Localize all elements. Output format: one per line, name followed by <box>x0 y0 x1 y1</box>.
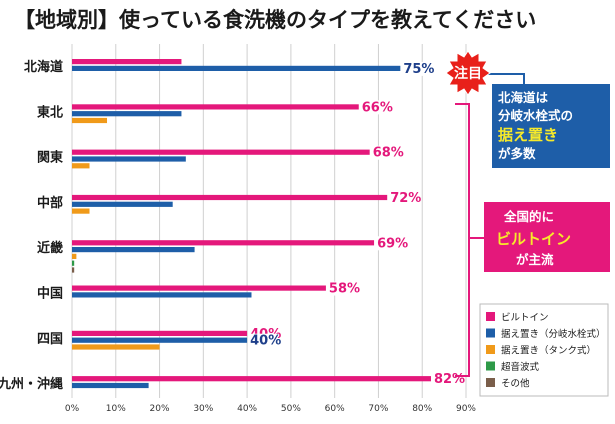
bar <box>72 111 182 117</box>
category-label: 東北 <box>37 104 63 120</box>
x-tick-label: 40% <box>237 404 257 414</box>
national-note: 全国的に ビルトイン が主流 <box>484 202 610 272</box>
bar <box>72 240 375 246</box>
legend-swatch <box>486 378 495 387</box>
data-label-bg <box>401 61 432 76</box>
bar <box>72 337 248 343</box>
data-label: 72% <box>390 191 421 206</box>
data-label: 40% <box>250 334 281 349</box>
data-label: 75% <box>403 62 434 77</box>
bar <box>72 285 326 291</box>
category-label: 中国 <box>37 286 63 302</box>
hokkaido-note-line4: が多数 <box>498 146 536 161</box>
data-label-bg <box>388 191 418 205</box>
data-label: 68% <box>373 146 404 161</box>
grid <box>71 44 467 398</box>
x-tick-label: 10% <box>106 404 126 414</box>
data-label: 66% <box>362 100 393 115</box>
bar <box>72 59 182 65</box>
hokkaido-note-line1: 北海道は <box>498 90 549 105</box>
data-label-bg <box>431 372 462 387</box>
category-label: 近畿 <box>37 240 63 256</box>
legend-swatch <box>486 328 495 338</box>
hokkaido-note: 北海道は 分岐水栓式の 据え置き が多数 <box>492 84 610 168</box>
starburst-shape <box>445 50 491 96</box>
x-tick-label: 30% <box>193 404 213 414</box>
chart-title: 【地域別】使っている食洗機のタイプを教えてください <box>14 8 536 32</box>
x-tick-label: 50% <box>281 404 301 414</box>
national-note-line1: 全国的に <box>503 209 554 224</box>
bar <box>72 117 108 124</box>
bar <box>72 163 90 169</box>
bar <box>72 344 160 350</box>
legend-label: その他 <box>501 378 530 390</box>
bar <box>72 104 359 110</box>
data-label: 82% <box>434 372 465 387</box>
x-tick-label: 80% <box>412 404 432 414</box>
x-tick-label: 70% <box>368 404 388 414</box>
bar <box>72 208 90 214</box>
category-label: 関東 <box>37 150 63 166</box>
bar <box>72 149 370 155</box>
hokkaido-note-highlight: 据え置き <box>498 126 558 144</box>
legend-swatch <box>486 361 495 371</box>
attention-badge: 注目 <box>445 50 491 96</box>
x-tick-labels: 0% 10% 20% 30% 40% 50% 60% 70% 80% 90% <box>65 404 477 414</box>
category-label: 四国 <box>37 332 63 347</box>
data-label: 58% <box>329 282 360 297</box>
bar <box>72 292 252 298</box>
hokkaido-note-line2: 分岐水栓式の <box>498 108 573 123</box>
x-tick-label: 90% <box>456 404 476 414</box>
bar <box>72 253 77 259</box>
category-label: 九州・沖縄 <box>0 376 63 392</box>
national-callout-bracket <box>455 103 484 377</box>
bar <box>72 267 75 273</box>
national-note-box <box>484 202 610 272</box>
data-label-bg <box>375 236 405 251</box>
bar <box>72 156 186 162</box>
national-note-highlight: ビルトイン <box>496 230 571 248</box>
x-tick-label: 0% <box>65 404 80 414</box>
bar <box>72 201 173 207</box>
legend-label: 据え置き（タンク式） <box>501 345 596 357</box>
attention-badge-text: 注目 <box>454 65 482 82</box>
bar <box>72 65 401 71</box>
bar <box>72 382 149 389</box>
legend-label: 超音波式 <box>501 361 540 373</box>
hokkaido-note-box <box>492 84 610 168</box>
hokkaido-callout-connector <box>488 73 525 84</box>
legend-label: ビルトイン <box>501 313 549 324</box>
data-label-bg <box>248 333 278 348</box>
data-labels: 75%66%68%72%69%58%40%40%82% <box>248 61 465 387</box>
data-label-bg <box>370 145 401 160</box>
legend-box <box>479 303 609 397</box>
data-label: 69% <box>377 236 408 251</box>
national-note-line3: が主流 <box>516 252 554 267</box>
x-tick-label: 60% <box>325 404 345 414</box>
bar <box>72 260 75 266</box>
x-tick-label: 20% <box>150 404 170 414</box>
category-label: 北海道 <box>24 59 63 75</box>
data-label-bg <box>359 100 390 115</box>
bar <box>72 376 431 382</box>
legend-swatch <box>486 312 495 321</box>
bar <box>72 194 388 201</box>
legend-swatch <box>486 345 495 354</box>
bars <box>72 59 431 389</box>
legend-label: 据え置き（分岐水栓式） <box>501 328 606 340</box>
data-label-bg <box>326 281 357 296</box>
bar <box>72 330 248 336</box>
category-label: 中部 <box>37 195 63 211</box>
bar <box>72 247 195 253</box>
